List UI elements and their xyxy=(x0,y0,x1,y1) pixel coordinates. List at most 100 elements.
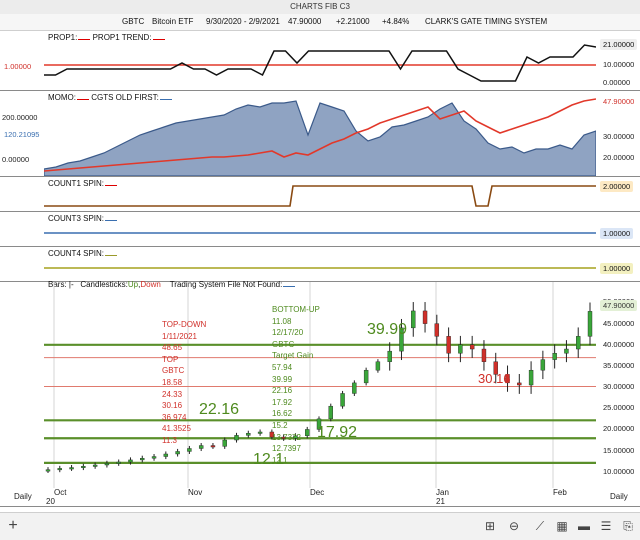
candle-body xyxy=(564,348,569,354)
add-button[interactable]: + xyxy=(8,517,18,534)
bar-chart-icon[interactable]: ▦ xyxy=(556,519,568,533)
count1-pane[interactable]: COUNT1 SPIN: 2.00000 xyxy=(0,177,640,212)
bottomup-line: 22.16 xyxy=(272,386,293,396)
topdown-line: 18.58 xyxy=(162,377,183,387)
candle-body xyxy=(375,361,381,371)
count4-pane[interactable]: COUNT4 SPIN: 1.00000 xyxy=(0,247,640,282)
candle-body xyxy=(246,433,251,436)
price-ytick: 45.00000 xyxy=(603,318,635,328)
back-icon[interactable]: ⊖ xyxy=(508,519,520,533)
candle-body xyxy=(458,344,463,354)
prop-pane-label: PROP1: PROP1 TREND: xyxy=(48,33,165,42)
prop-ytick-21: 21.00000 xyxy=(600,39,638,50)
period-right[interactable]: Daily xyxy=(610,492,628,501)
line-chart-icon[interactable]: ⟋ xyxy=(535,519,545,533)
candle-body xyxy=(140,458,145,461)
bottomup-annotation: BOTTOM-UP 11.08 12/17/20 GBTC Target Gain 57.… xyxy=(272,304,320,466)
candle-body xyxy=(399,327,404,352)
momo-left-value: 120.21095 xyxy=(4,130,40,139)
symbol: GBTC xyxy=(122,17,145,26)
grid-icon[interactable]: ⊞ xyxy=(484,519,496,533)
label-12-1: 12.1 xyxy=(253,451,285,468)
price-change-pct: +4.84% xyxy=(382,17,410,26)
prop-ytick-10: 10.00000 xyxy=(603,60,635,69)
candle-body xyxy=(116,461,121,464)
label-17-92: 17.92 xyxy=(317,424,358,441)
candle-body xyxy=(469,344,475,350)
candle-body xyxy=(587,311,593,337)
label-22-16: 22.16 xyxy=(199,401,240,418)
prop-line xyxy=(44,44,596,82)
bottomup-line: 16.62 xyxy=(272,409,293,419)
candle-body xyxy=(540,359,546,371)
candle-body xyxy=(316,418,322,430)
label-30-16: 30.16 xyxy=(478,371,511,386)
candle-body xyxy=(576,336,581,350)
candle-body xyxy=(528,369,534,386)
count1-line xyxy=(44,185,596,207)
topdown-line: 24.33 xyxy=(162,389,183,399)
label-39-99: 39.99 xyxy=(367,321,408,338)
candle-body xyxy=(257,431,263,434)
topdown-line: 48.65 xyxy=(162,343,183,353)
prop-pane[interactable]: PROP1: PROP1 TREND: 1.00000 21.00000 10.… xyxy=(0,31,640,91)
candle-body xyxy=(328,405,333,420)
candle-body xyxy=(411,310,416,329)
panel-icon[interactable]: ▬ xyxy=(578,519,590,533)
price-pane[interactable]: Bars: |- Candlesticks:Up,Down Trading Sy… xyxy=(0,280,640,489)
month-feb: Feb xyxy=(553,488,567,497)
prop-left-value: 1.00000 xyxy=(4,62,32,71)
price-ytick: 20.00000 xyxy=(603,424,635,434)
candle-body xyxy=(517,382,522,386)
book-icon[interactable]: ⎘ xyxy=(623,519,633,533)
candle-body xyxy=(293,435,298,439)
year-21: 21 xyxy=(436,497,445,506)
prop-plot xyxy=(44,44,596,82)
list-icon[interactable]: ☰ xyxy=(600,519,612,533)
candle-body xyxy=(363,369,369,384)
window-title: CHARTS FIB C3 xyxy=(0,0,640,14)
price-plot xyxy=(44,282,596,488)
candle-body xyxy=(210,445,216,448)
candle-body xyxy=(45,469,51,472)
bottomup-line: Target Gain xyxy=(272,351,314,361)
prop1-label: PROP1: xyxy=(48,33,78,42)
topdown-line: 36.974 xyxy=(162,412,187,422)
year-20: 20 xyxy=(46,497,55,506)
price-ytick: 15.00000 xyxy=(603,445,635,455)
candle-body xyxy=(187,448,192,452)
period-left[interactable]: Daily xyxy=(14,492,32,501)
system-name: CLARK'S GATE TIMING SYSTEM xyxy=(425,17,548,26)
count3-pane[interactable]: COUNT3 SPIN: 1.00000 xyxy=(0,212,640,247)
candle-body xyxy=(340,393,345,407)
cgts-label: CGTS OLD FIRST: xyxy=(91,93,159,102)
bottomup-line: GBTC xyxy=(272,339,295,349)
candle-body xyxy=(69,467,74,470)
price-ytick: 30.00000 xyxy=(603,382,635,392)
bottom-toolbar: + ⊞ ⊖ ⟋ ▦ ▬ ☰ ⎘ xyxy=(0,512,640,540)
info-bar: GBTC Bitcoin ETF 9/30/2020 - 2/9/2021 47… xyxy=(0,14,640,31)
price-change: +2.21000 xyxy=(336,17,370,26)
candle-body xyxy=(163,453,169,457)
candle-body xyxy=(175,451,180,455)
topdown-line: TOP xyxy=(162,354,179,364)
candle-body xyxy=(305,429,310,436)
price-ytick: 35.00000 xyxy=(603,360,635,370)
momo-left-tick-200: 200.00000 xyxy=(2,113,38,122)
topdown-line: GBTC xyxy=(162,366,185,376)
price-ytick: 10.00000 xyxy=(603,466,635,476)
cgts-line xyxy=(44,98,596,172)
candle-body xyxy=(422,310,428,324)
candle-body xyxy=(481,348,487,362)
momo-area xyxy=(44,100,596,176)
price-ytick: 40.00000 xyxy=(603,339,635,349)
topdown-line: 11.3 xyxy=(162,435,177,445)
momo-ytick-20: 20.00000 xyxy=(603,153,635,162)
momo-ytick-30: 30.00000 xyxy=(603,132,635,141)
momo-pane[interactable]: MOMO: CGTS OLD FIRST: 200.00000 120.2109… xyxy=(0,91,640,177)
candle-body xyxy=(222,439,227,447)
price-last-value: 47.90000 xyxy=(600,300,638,311)
candle-body xyxy=(446,336,451,354)
price-ytick: 25.00000 xyxy=(603,403,635,413)
prop-ytick-0: 0.00000 xyxy=(603,78,631,87)
